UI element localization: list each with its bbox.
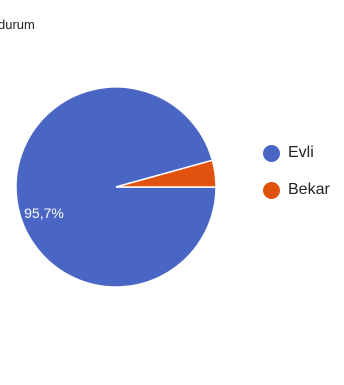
legend-swatch-evli [263, 144, 280, 162]
legend: Evli Bekar [263, 142, 330, 216]
chart-title: durum [0, 17, 35, 32]
legend-item-bekar[interactable]: Bekar [263, 179, 330, 201]
pie-slice-bekar[interactable] [115, 159, 217, 188]
legend-label-bekar: Bekar [288, 181, 330, 198]
legend-label-evli: Evli [288, 144, 314, 161]
data-label-evli: 95,7% [24, 205, 64, 221]
legend-swatch-bekar [263, 181, 280, 199]
legend-item-evli[interactable]: Evli [263, 142, 330, 164]
